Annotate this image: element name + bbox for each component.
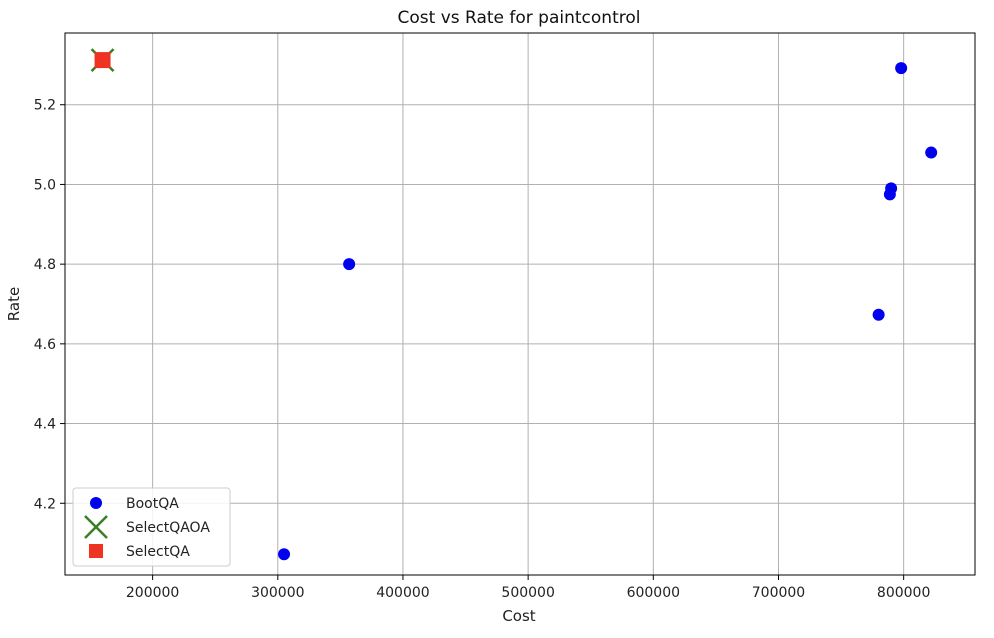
x-tick-label: 500000 bbox=[501, 585, 554, 601]
y-axis-ticks: 4.2 4.4 4.6 4.8 5.0 5.2 bbox=[34, 98, 65, 512]
x-tick-label: 200000 bbox=[126, 585, 179, 601]
chart-title: Cost vs Rate for paintcontrol bbox=[398, 8, 641, 28]
y-tick-label: 4.2 bbox=[34, 496, 56, 512]
bootqa-point bbox=[895, 62, 908, 75]
y-tick-label: 5.0 bbox=[34, 177, 56, 193]
x-axis-ticks: 200000 300000 400000 500000 600000 700000 8000… bbox=[126, 575, 930, 601]
y-tick-label: 4.8 bbox=[34, 257, 56, 273]
y-axis-label: Rate bbox=[5, 287, 23, 321]
x-axis-label: Cost bbox=[502, 607, 535, 625]
y-tick-label: 4.6 bbox=[34, 337, 56, 353]
selectqa-point bbox=[94, 52, 111, 69]
y-tick-label: 4.4 bbox=[34, 417, 56, 433]
grid-lines bbox=[65, 33, 975, 575]
legend-box bbox=[72, 487, 231, 567]
legend-marker-selectqaoa bbox=[84, 515, 108, 539]
legend-marker-bootqa bbox=[90, 497, 102, 509]
bootqa-point bbox=[925, 146, 938, 159]
x-tick-label: 700000 bbox=[752, 585, 805, 601]
plot-frame bbox=[64, 32, 976, 576]
x-tick-label: 800000 bbox=[877, 585, 930, 601]
x-tick-label: 300000 bbox=[251, 585, 304, 601]
bootqa-point bbox=[343, 258, 356, 271]
bootqa-point bbox=[872, 308, 885, 321]
bootqa-point bbox=[885, 182, 898, 195]
legend-label-selectqa: SelectQA bbox=[126, 544, 190, 560]
legend-marker-selectqa bbox=[89, 544, 103, 558]
x-tick-label: 400000 bbox=[376, 585, 429, 601]
data-points bbox=[90, 48, 938, 561]
bootqa-point bbox=[278, 548, 291, 561]
x-tick-label: 600000 bbox=[627, 585, 680, 601]
legend-label-bootqa: BootQA bbox=[126, 496, 179, 512]
y-tick-label: 5.2 bbox=[34, 98, 56, 114]
legend: BootQA SelectQAOA SelectQA bbox=[72, 487, 231, 567]
legend-label-selectqaoa: SelectQAOA bbox=[126, 520, 210, 536]
